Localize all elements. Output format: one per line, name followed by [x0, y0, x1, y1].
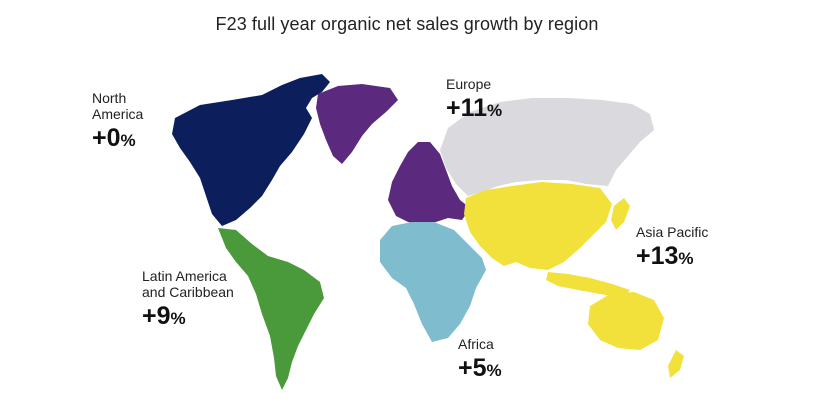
region-latin-america — [218, 228, 324, 390]
region-asia-pacific-australia — [588, 292, 664, 350]
asia-pacific-growth: +13% — [636, 242, 708, 271]
label-latin-america: Latin America and Caribbean +9% — [142, 268, 234, 331]
latin-america-growth-number: +9 — [142, 302, 171, 331]
europe-growth: +11% — [446, 94, 502, 123]
north-america-growth-number: +0 — [92, 124, 121, 153]
africa-growth-unit: % — [486, 361, 502, 381]
region-asia-pacific-japan — [611, 198, 630, 230]
latin-america-growth-unit: % — [170, 309, 186, 329]
region-africa — [380, 222, 486, 342]
africa-growth: +5% — [458, 354, 502, 383]
region-russia-other — [440, 98, 654, 196]
region-asia-pacific — [464, 182, 612, 270]
europe-name: Europe — [446, 76, 492, 92]
europe-growth-number: +11 — [446, 94, 488, 123]
region-asia-pacific-new-zealand — [668, 350, 684, 378]
region-asia-pacific-islands — [546, 272, 630, 298]
latin-america-name-line2: and Caribbean — [142, 284, 234, 301]
north-america-name-line2: America — [92, 106, 144, 123]
north-america-growth-unit: % — [120, 131, 136, 151]
chart-title: F23 full year organic net sales growth b… — [215, 14, 599, 34]
africa-name: Africa — [458, 336, 494, 352]
north-america-name-line1: North — [92, 90, 127, 106]
asia-pacific-growth-number: +13 — [636, 242, 679, 271]
label-europe: Europe +11% — [446, 76, 502, 123]
region-greenland — [316, 84, 398, 164]
label-asia-pacific: Asia Pacific +13% — [636, 224, 708, 271]
latin-america-name-line1: Latin America — [142, 268, 227, 284]
africa-growth-number: +5 — [458, 354, 487, 383]
latin-america-growth: +9% — [142, 302, 234, 331]
label-north-america: North America +0% — [92, 90, 143, 153]
label-africa: Africa +5% — [458, 336, 502, 383]
region-north-america — [172, 74, 330, 226]
asia-pacific-growth-unit: % — [678, 249, 694, 269]
asia-pacific-name: Asia Pacific — [636, 224, 709, 240]
region-europe — [388, 142, 470, 224]
europe-growth-unit: % — [487, 101, 503, 121]
north-america-growth: +0% — [92, 124, 143, 153]
